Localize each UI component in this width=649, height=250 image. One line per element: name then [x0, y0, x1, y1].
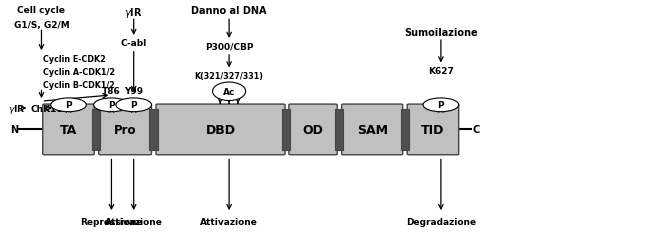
Text: T86: T86 [102, 87, 121, 96]
Text: Sumoilazione: Sumoilazione [404, 28, 478, 38]
Text: C-abl: C-abl [121, 39, 147, 48]
Ellipse shape [213, 83, 245, 101]
Text: G1/S, G2/M: G1/S, G2/M [14, 21, 69, 30]
Circle shape [423, 98, 459, 112]
Text: K(321/327/331): K(321/327/331) [195, 72, 263, 80]
Text: S47: S47 [56, 104, 75, 113]
FancyBboxPatch shape [156, 105, 285, 155]
Text: Cyclin A-CDK1/2: Cyclin A-CDK1/2 [43, 68, 115, 76]
Text: Cyclin E-CDK2: Cyclin E-CDK2 [43, 54, 106, 64]
FancyBboxPatch shape [282, 109, 291, 151]
Text: $\gamma$IR: $\gamma$IR [8, 102, 25, 115]
Text: Ac: Ac [223, 88, 236, 96]
Text: P: P [130, 101, 137, 110]
FancyBboxPatch shape [92, 109, 101, 151]
FancyBboxPatch shape [99, 105, 151, 155]
Text: Repressione: Repressione [80, 217, 143, 226]
Text: TA: TA [60, 124, 77, 136]
FancyBboxPatch shape [335, 109, 343, 151]
Text: Attivazione: Attivazione [104, 217, 163, 226]
Text: SAM: SAM [357, 124, 387, 136]
Text: K627: K627 [428, 67, 454, 76]
Text: ChK1: ChK1 [31, 104, 57, 113]
Text: P: P [65, 101, 72, 110]
Text: C: C [472, 125, 480, 135]
FancyBboxPatch shape [400, 109, 409, 151]
Text: Y99: Y99 [124, 87, 143, 96]
Text: Degradazione: Degradazione [406, 217, 476, 226]
Text: $\gamma$IR: $\gamma$IR [125, 6, 143, 20]
FancyBboxPatch shape [149, 109, 158, 151]
FancyBboxPatch shape [341, 105, 403, 155]
Text: Attivazione: Attivazione [200, 217, 258, 226]
Text: P300/CBP: P300/CBP [205, 42, 253, 51]
Text: Cyclin B-CDK1/2: Cyclin B-CDK1/2 [43, 80, 115, 89]
Text: N: N [10, 125, 18, 135]
Text: Danno al DNA: Danno al DNA [191, 6, 267, 16]
Text: TID: TID [421, 124, 445, 136]
Text: P: P [108, 101, 115, 110]
Text: Pro: Pro [114, 124, 136, 136]
Text: OD: OD [302, 124, 323, 136]
Circle shape [116, 98, 151, 112]
Text: Cell cycle: Cell cycle [18, 6, 66, 15]
FancyBboxPatch shape [289, 105, 337, 155]
Circle shape [51, 98, 86, 112]
FancyBboxPatch shape [407, 105, 459, 155]
Text: DBD: DBD [206, 124, 236, 136]
Circle shape [93, 98, 129, 112]
FancyBboxPatch shape [43, 105, 94, 155]
Text: P: P [437, 101, 444, 110]
